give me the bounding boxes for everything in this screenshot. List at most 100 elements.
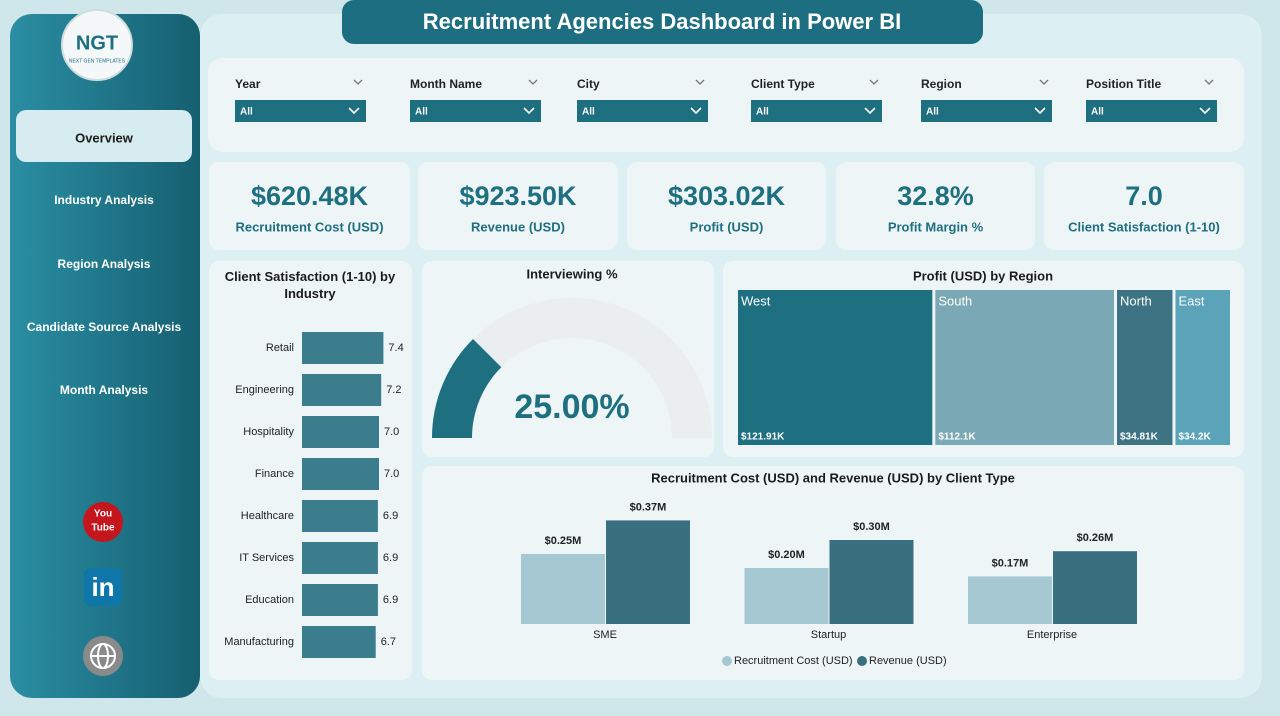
category-label: IT Services — [239, 552, 294, 564]
nav-item[interactable]: Month Analysis — [60, 383, 149, 397]
value-label: 7.0 — [384, 426, 399, 438]
filter-value: All — [926, 107, 939, 118]
filter-label: Year — [235, 77, 261, 91]
youtube-text: You — [94, 509, 112, 520]
filter-dropdown[interactable] — [577, 100, 708, 122]
category-label: Manufacturing — [224, 636, 294, 648]
category-label: Engineering — [235, 384, 294, 396]
kpi-card — [209, 162, 410, 250]
filter-dropdown[interactable] — [235, 100, 366, 122]
filter-value: All — [582, 107, 595, 118]
category-label: Retail — [266, 342, 294, 354]
value-label: $0.37M — [630, 501, 667, 513]
filter-value: All — [1091, 107, 1104, 118]
value-label: $0.30M — [853, 521, 890, 533]
value-label: $0.17M — [992, 557, 1029, 569]
kpi-label: Revenue (USD) — [471, 219, 565, 234]
nav-item[interactable]: Region Analysis — [58, 257, 151, 271]
chevron — [695, 79, 705, 85]
filter-dropdown[interactable] — [1086, 100, 1217, 122]
nav-item[interactable]: Industry Analysis — [54, 193, 154, 207]
kpi-value: 32.8% — [897, 181, 974, 211]
filter-panel — [208, 58, 1244, 152]
gauge-value: 25.00% — [514, 388, 629, 426]
bar — [606, 520, 690, 624]
chevron — [528, 79, 538, 85]
kpi-value: 7.0 — [1125, 181, 1163, 211]
bar — [302, 626, 376, 658]
sidebar — [10, 14, 200, 698]
tile-value: $112.1K — [938, 432, 976, 443]
legend-label: Revenue (USD) — [869, 655, 947, 667]
kpi-value: $620.48K — [251, 181, 369, 211]
web-globe — [97, 643, 109, 669]
tile-value: $121.91K — [741, 432, 785, 443]
bar — [302, 584, 378, 616]
treemap-tile — [1175, 290, 1230, 445]
kpi-label: Recruitment Cost (USD) — [235, 219, 383, 234]
chart-title: Interviewing % — [526, 266, 617, 281]
kpi-label: Client Satisfaction (1-10) — [1068, 219, 1220, 234]
nav-item[interactable]: Candidate Source Analysis — [27, 320, 182, 334]
x-tick-label: SME — [593, 629, 617, 641]
tile-name: North — [1120, 293, 1152, 308]
filter-label: Month Name — [410, 77, 482, 91]
bar — [1053, 551, 1137, 624]
tile-name: West — [741, 293, 771, 308]
gauge-track — [432, 298, 712, 438]
value-label: 7.0 — [384, 468, 399, 480]
chevron — [1199, 107, 1211, 115]
chevron — [1039, 79, 1049, 85]
kpi-card — [836, 162, 1035, 250]
nav-item[interactable]: Overview — [75, 130, 134, 145]
chevron — [353, 79, 363, 85]
value-label: 7.2 — [386, 384, 401, 396]
kpi-card — [1044, 162, 1244, 250]
filter-label: Position Title — [1086, 77, 1161, 91]
tile-name: East — [1178, 293, 1204, 308]
filter-dropdown[interactable] — [921, 100, 1052, 122]
chart-title: Profit (USD) by Region — [913, 268, 1053, 283]
bar — [302, 374, 382, 406]
chevron — [869, 79, 879, 85]
bar — [302, 542, 378, 574]
filter-value: All — [756, 107, 769, 118]
legend-label: Recruitment Cost (USD) — [734, 655, 853, 667]
value-label: 7.4 — [388, 342, 403, 354]
nav-active-tab[interactable] — [16, 110, 192, 162]
bar — [744, 568, 829, 624]
tile-name: South — [938, 293, 972, 308]
chevron — [864, 107, 876, 115]
linkedin-icon[interactable] — [84, 568, 122, 606]
filter-value: All — [240, 107, 253, 118]
filter-label: Client Type — [751, 77, 815, 91]
filter-dropdown[interactable] — [410, 100, 541, 122]
x-tick-label: Enterprise — [1027, 629, 1077, 641]
bar — [968, 576, 1052, 624]
filter-dropdown[interactable] — [751, 100, 882, 122]
value-label: 6.9 — [383, 552, 398, 564]
value-label: $0.25M — [545, 535, 582, 547]
youtube-text: Tube — [91, 523, 115, 534]
bar — [829, 540, 914, 624]
filter-label: City — [577, 77, 600, 91]
logo-badge — [61, 9, 133, 81]
treemap-tile — [738, 290, 933, 445]
chevron — [690, 107, 702, 115]
kpi-card — [418, 162, 618, 250]
legend-swatch — [722, 656, 732, 666]
linkedin-text: in — [91, 572, 114, 602]
kpi-card — [627, 162, 826, 250]
kpi-value: $303.02K — [668, 181, 786, 211]
page-title: Recruitment Agencies Dashboard in Power … — [423, 9, 901, 34]
bar — [302, 458, 379, 490]
category-label: Finance — [255, 468, 294, 480]
x-tick-label: Startup — [811, 629, 846, 641]
kpi-value: $923.50K — [459, 181, 577, 211]
bar — [302, 416, 379, 448]
youtube-icon[interactable] — [83, 502, 123, 542]
category-label: Hospitality — [243, 426, 294, 438]
value-label: 6.7 — [381, 636, 396, 648]
